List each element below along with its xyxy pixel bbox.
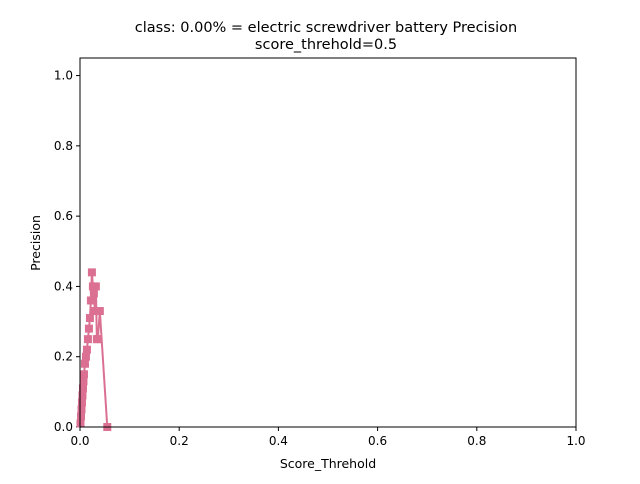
y-tick-label: 0.2	[54, 350, 73, 364]
series-point-marker	[76, 412, 85, 421]
y-tick-label: 0.6	[54, 209, 73, 223]
x-tick-label: 0.0	[70, 434, 89, 448]
series-point-marker	[95, 307, 104, 316]
series-point-marker	[85, 314, 94, 323]
series-point-marker	[91, 282, 100, 291]
series-point-marker	[79, 377, 88, 386]
series-point-marker	[80, 359, 89, 368]
x-tick-label: 0.6	[368, 434, 387, 448]
x-tick-label: 0.2	[170, 434, 189, 448]
x-axis-label: Score_Threhold	[280, 456, 376, 471]
series-point-marker	[86, 296, 95, 305]
series-point-marker	[81, 352, 90, 361]
series-point-marker	[89, 289, 98, 298]
y-axis-label: Precision	[28, 215, 43, 271]
series-point-marker	[79, 370, 88, 379]
x-tick-label: 1.0	[566, 434, 585, 448]
y-tick-label: 1.0	[54, 69, 73, 83]
y-tick-label: 0.0	[54, 420, 73, 434]
series-point-marker	[90, 307, 99, 316]
series-point-marker	[84, 324, 93, 333]
series-point-marker	[87, 268, 96, 277]
series-point-marker	[78, 391, 87, 400]
y-tick-label: 0.4	[54, 279, 73, 293]
x-tick-label: 0.4	[269, 434, 288, 448]
series-point-marker	[82, 345, 91, 354]
chart-title-line2: score_threhold=0.5	[255, 37, 397, 53]
series-point-marker	[78, 384, 87, 393]
series-point-marker	[93, 335, 102, 344]
x-tick-label: 0.8	[467, 434, 486, 448]
chart-title-line1: class: 0.00% = electric screwdriver batt…	[135, 20, 517, 36]
series-point-marker	[83, 335, 92, 344]
plot-frame	[79, 57, 577, 428]
series-point-marker	[77, 405, 86, 414]
y-tick-label: 0.8	[54, 139, 73, 153]
series-point-marker	[77, 398, 86, 407]
y-axis-ticks: 0.0 0.2 0.4 0.6 0.8 1.0	[54, 69, 80, 434]
x-axis-ticks: 0.0 0.2 0.4 0.6 0.8 1.0	[70, 427, 586, 448]
